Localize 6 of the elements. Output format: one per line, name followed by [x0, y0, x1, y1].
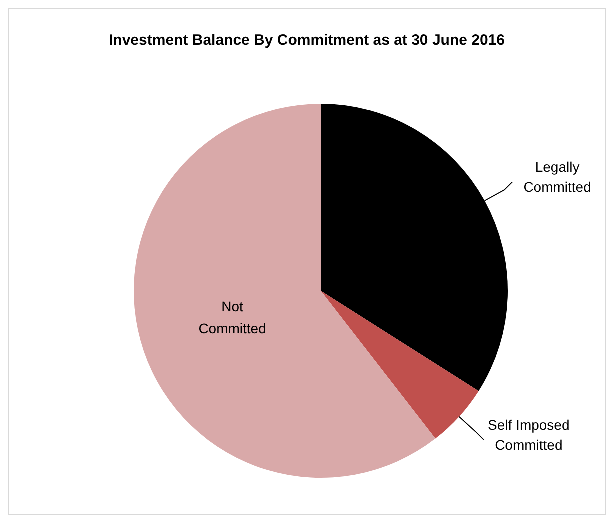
pie-slice: [321, 291, 479, 439]
pie-slice: [134, 104, 436, 478]
slice-label: Not Committed: [198, 298, 266, 336]
slice-label: Self Imposed Committed: [488, 416, 570, 453]
slice-label: Legally Committed: [524, 159, 592, 196]
chart-title: Investment Balance By Commitment as at 30 June 2016: [108, 32, 506, 49]
